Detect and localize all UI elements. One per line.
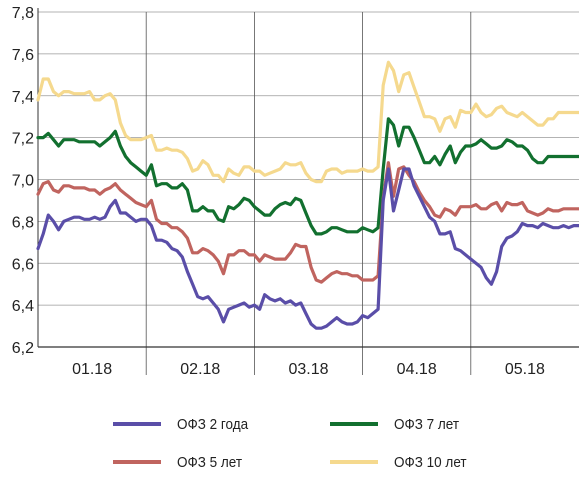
series-line-0 xyxy=(36,167,579,330)
y-tick-label: 6,4 xyxy=(12,298,34,315)
series-line-2 xyxy=(36,117,579,236)
x-tick-label: 04.18 xyxy=(397,361,437,378)
y-tick-label: 7,0 xyxy=(12,173,34,190)
series-lines xyxy=(36,60,579,330)
x-tick-label: 03.18 xyxy=(288,361,328,378)
y-tick-label: 7,8 xyxy=(12,5,34,22)
axes xyxy=(37,8,579,348)
y-tick-label: 6,2 xyxy=(12,340,34,357)
tick-labels: 6,2 6,4 6,6 6,8 7,0 7,2 7,4 7,6 7,8 01.18 02.18 03.… xyxy=(12,5,545,378)
series-line-1 xyxy=(36,161,579,284)
y-tick-label: 7,2 xyxy=(12,131,34,148)
y-tick-label: 6,6 xyxy=(12,256,34,273)
x-tick-label: 01.18 xyxy=(72,361,112,378)
x-tick-label: 02.18 xyxy=(180,361,220,378)
series-line-3 xyxy=(36,60,579,184)
x-tick-label: 05.18 xyxy=(505,361,545,378)
y-tick-label: 6,8 xyxy=(12,214,34,231)
y-tick-label: 7,4 xyxy=(12,89,34,106)
y-tick-label: 7,6 xyxy=(12,47,34,64)
